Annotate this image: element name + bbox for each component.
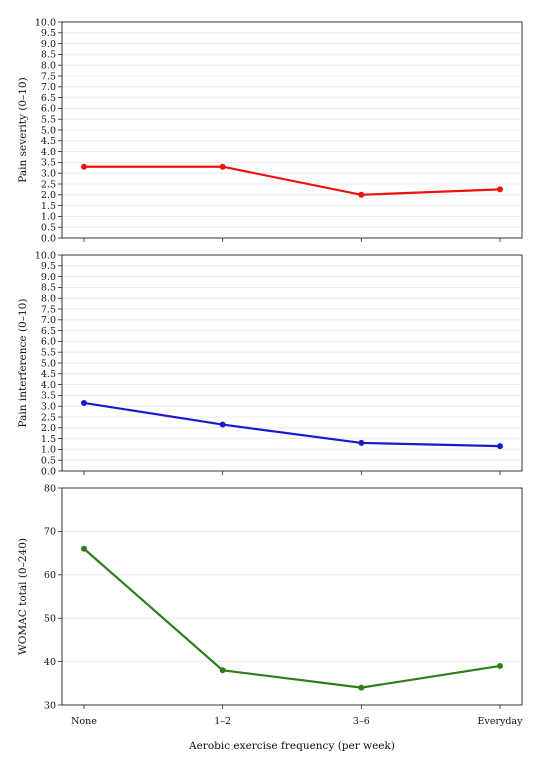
axes-frame	[61, 487, 523, 706]
y-tick-label: 0.5	[41, 223, 56, 234]
y-tick-label: 2.0	[41, 190, 56, 201]
x-tick-label: None	[71, 716, 97, 727]
y-tick-label: 1.0	[41, 212, 56, 223]
y-tick-label: 4.0	[41, 380, 56, 391]
y-tick-label: 7.5	[41, 304, 56, 315]
y-tick-label: 6.0	[41, 337, 56, 348]
data-point	[81, 545, 87, 552]
data-point	[219, 421, 226, 428]
y-tick-label: 7.5	[41, 71, 56, 82]
y-tick-label: 9.0	[41, 272, 56, 283]
data-point	[219, 163, 226, 170]
x-tick-label: Everyday	[478, 716, 524, 727]
y-tick-label: 8.0	[41, 61, 56, 72]
y-axis-label: Pain severity (0–10)	[17, 77, 29, 182]
y-tick-label: 3.0	[41, 402, 56, 413]
y-tick-label: 0.0	[41, 466, 56, 477]
y-tick-label: 3.5	[41, 158, 56, 169]
y-tick-label: 5.5	[41, 348, 56, 359]
y-axis-label: WOMAC total (0–240)	[17, 538, 29, 655]
y-tick-label: 1.5	[41, 201, 56, 212]
panel-1: 0.00.51.01.52.02.53.03.54.04.55.05.56.06…	[17, 17, 523, 244]
y-tick-label: 4.5	[41, 136, 56, 147]
data-point	[358, 684, 365, 691]
panel-2: 0.00.51.01.52.02.53.03.54.04.55.05.56.06…	[17, 250, 523, 477]
panel-3: 30 40 50 60 70 80 None 1–2 3–6 Everyday WOMAC tota…	[17, 483, 523, 752]
data-point	[81, 399, 87, 406]
y-tick-label: 4.0	[41, 147, 56, 158]
axes-frame	[61, 254, 523, 472]
y-tick-label: 5.0	[41, 125, 56, 136]
y-tick-label: 1.0	[41, 445, 56, 456]
y-tick-label: 6.0	[41, 104, 56, 115]
y-tick-label: 2.0	[41, 423, 56, 434]
y-tick-label: 7.0	[41, 315, 56, 326]
y-tick-label: 0.0	[41, 233, 56, 244]
series-line	[83, 401, 501, 448]
axes-frame	[61, 21, 523, 239]
y-tick-label: 2.5	[41, 412, 56, 423]
y-tick-label: 9.5	[41, 28, 56, 39]
x-axis-label: Aerobic exercise frequency (per week)	[188, 740, 395, 752]
y-tick-label: 60	[44, 570, 56, 581]
y-tick-label: 10.0	[35, 250, 56, 261]
y-tick-label: 8.5	[41, 50, 56, 61]
y-tick-label: 80	[44, 483, 56, 494]
data-point	[358, 191, 365, 198]
y-tick-label: 9.5	[41, 261, 56, 272]
y-tick-label: 1.5	[41, 434, 56, 445]
y-tick-label: 5.5	[41, 115, 56, 126]
x-tick-label: 3–6	[353, 716, 370, 727]
y-tick-label: 9.0	[41, 39, 56, 50]
y-axis-label: Pain interference (0–10)	[17, 299, 29, 428]
y-tick-label: 10.0	[35, 17, 56, 28]
y-tick-label: 40	[44, 657, 56, 668]
y-tick-label: 4.5	[41, 369, 56, 380]
data-point	[497, 443, 503, 450]
y-tick-label: 7.0	[41, 82, 56, 93]
series-line	[84, 165, 501, 196]
y-tick-label: 8.5	[41, 283, 56, 294]
y-tick-label: 3.5	[41, 391, 56, 402]
y-tick-label: 50	[44, 614, 56, 625]
y-tick-label: 3.0	[41, 169, 56, 180]
y-tick-label: 6.5	[41, 93, 56, 104]
x-tick-label: 1–2	[214, 716, 231, 727]
data-point	[219, 667, 226, 674]
y-tick-label: 30	[44, 700, 56, 711]
y-tick-label: 70	[44, 527, 56, 538]
y-tick-label: 0.5	[41, 456, 56, 467]
y-tick-label: 6.5	[41, 326, 56, 337]
y-tick-label: 2.5	[41, 179, 56, 190]
y-tick-label: 8.0	[41, 294, 56, 305]
data-point	[497, 662, 503, 669]
data-point	[497, 186, 503, 193]
y-tick-label: 5.0	[41, 358, 56, 369]
data-point	[81, 163, 87, 170]
data-point	[358, 439, 365, 446]
series-line	[83, 547, 501, 689]
